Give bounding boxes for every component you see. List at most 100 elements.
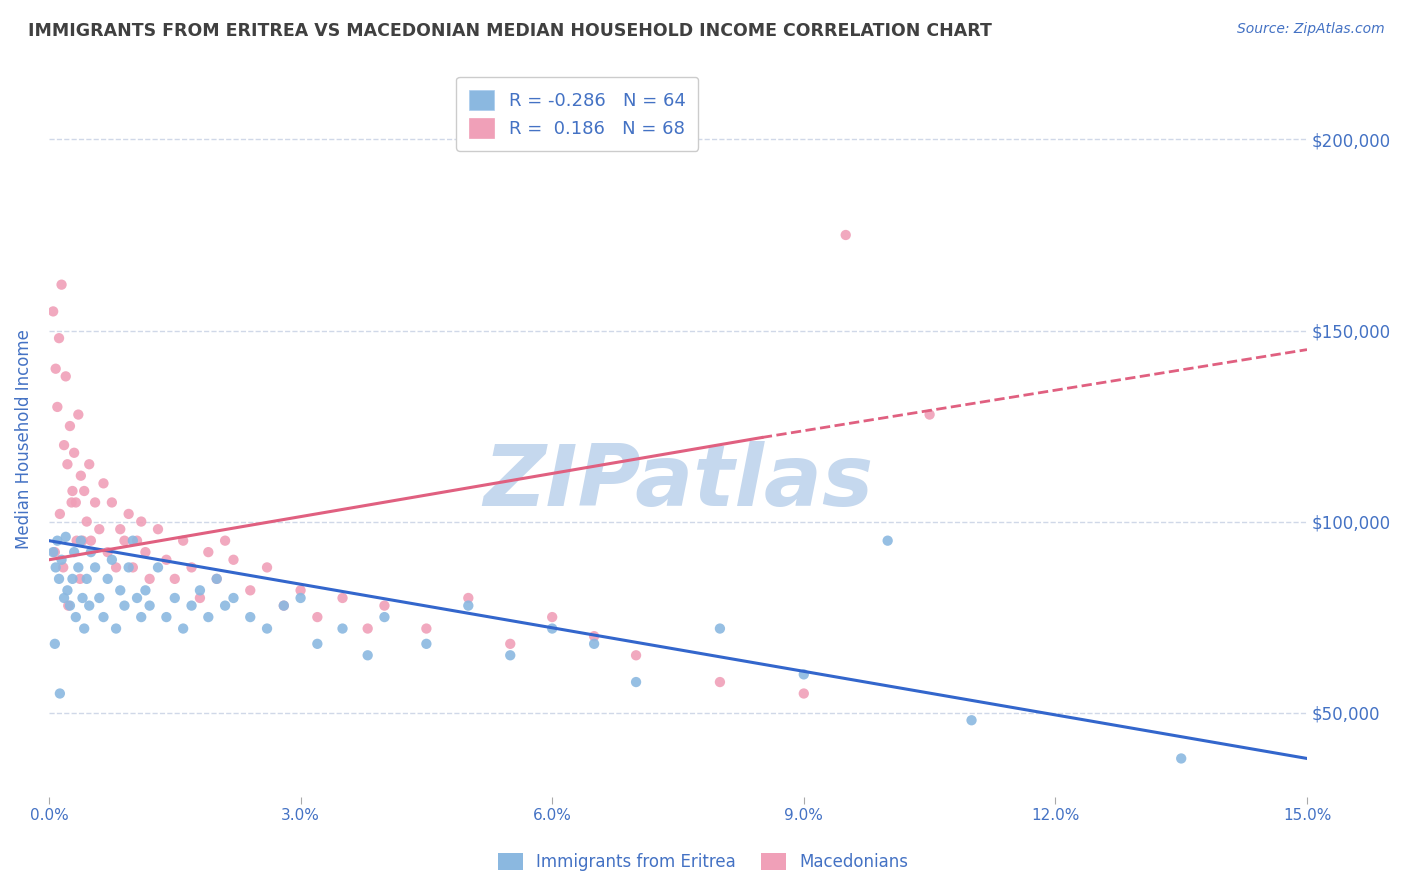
Point [55, 369, 77, 384]
Point [214, 599, 236, 613]
Point [62, 572, 84, 586]
Point [65, 495, 87, 509]
Point [93, 476, 115, 491]
Point [114, 599, 136, 613]
Point [51, 553, 73, 567]
Point [101, 553, 124, 567]
Point [709, 675, 731, 690]
Point [105, 560, 128, 574]
Point [197, 610, 219, 624]
Point [239, 583, 262, 598]
Text: ZIPatlas: ZIPatlas [482, 441, 873, 524]
Point [415, 637, 437, 651]
Point [222, 553, 245, 567]
Point [188, 591, 211, 605]
Point [172, 622, 194, 636]
Point [205, 572, 228, 586]
Point [72, 533, 94, 548]
Point [415, 622, 437, 636]
Point [69, 572, 91, 586]
Point [180, 560, 202, 574]
Point [332, 622, 354, 636]
Point [256, 560, 278, 574]
Point [290, 583, 312, 598]
Point [273, 599, 295, 613]
Point [146, 522, 169, 536]
Point [918, 408, 941, 422]
Point [89, 591, 111, 605]
Point [457, 591, 479, 605]
Point [197, 545, 219, 559]
Point [239, 610, 262, 624]
Point [172, 533, 194, 548]
Text: IMMIGRANTS FROM ERITREA VS MACEDONIAN MEDIAN HOUSEHOLD INCOME CORRELATION CHART: IMMIGRANTS FROM ERITREA VS MACEDONIAN ME… [28, 22, 993, 40]
Point [876, 533, 898, 548]
Point [125, 533, 148, 548]
Point [188, 583, 211, 598]
Point [67, 408, 90, 422]
Point [105, 622, 128, 636]
Point [63, 446, 86, 460]
Point [59, 419, 82, 434]
Point [709, 622, 731, 636]
Point [101, 495, 124, 509]
Point [125, 591, 148, 605]
Y-axis label: Median Household Income: Median Household Income [15, 329, 32, 549]
Point [499, 648, 522, 663]
Point [138, 572, 160, 586]
Point [146, 560, 169, 574]
Point [155, 610, 177, 624]
Point [541, 610, 564, 624]
Point [163, 591, 186, 605]
Point [129, 515, 152, 529]
Point [51, 277, 73, 292]
Point [56, 457, 79, 471]
Point [97, 572, 120, 586]
Point [110, 583, 132, 598]
Point [155, 553, 177, 567]
Point [114, 533, 136, 548]
Point [49, 507, 72, 521]
Point [63, 545, 86, 559]
Point [42, 545, 65, 559]
Point [793, 667, 815, 681]
Point [52, 560, 75, 574]
Point [110, 522, 132, 536]
Point [66, 533, 89, 548]
Point [93, 610, 115, 624]
Point [80, 533, 103, 548]
Point [56, 583, 79, 598]
Legend: Immigrants from Eritrea, Macedonians: Immigrants from Eritrea, Macedonians [489, 845, 917, 880]
Point [44, 545, 66, 559]
Point [53, 591, 76, 605]
Point [222, 591, 245, 605]
Point [80, 545, 103, 559]
Point [58, 599, 80, 613]
Point [138, 599, 160, 613]
Point [76, 515, 98, 529]
Text: Source: ZipAtlas.com: Source: ZipAtlas.com [1237, 22, 1385, 37]
Point [214, 533, 236, 548]
Point [62, 483, 84, 498]
Point [97, 545, 120, 559]
Point [48, 572, 70, 586]
Point [1170, 751, 1192, 765]
Point [793, 686, 815, 700]
Point [332, 591, 354, 605]
Point [134, 583, 156, 598]
Point [77, 457, 100, 471]
Point [45, 560, 67, 574]
Point [73, 622, 96, 636]
Point [48, 331, 70, 345]
Point [624, 648, 647, 663]
Point [180, 599, 202, 613]
Point [457, 599, 479, 613]
Point [59, 599, 82, 613]
Point [256, 622, 278, 636]
Point [373, 599, 395, 613]
Point [273, 599, 295, 613]
Point [835, 227, 858, 242]
Point [67, 560, 90, 574]
Point [46, 400, 69, 414]
Point [205, 572, 228, 586]
